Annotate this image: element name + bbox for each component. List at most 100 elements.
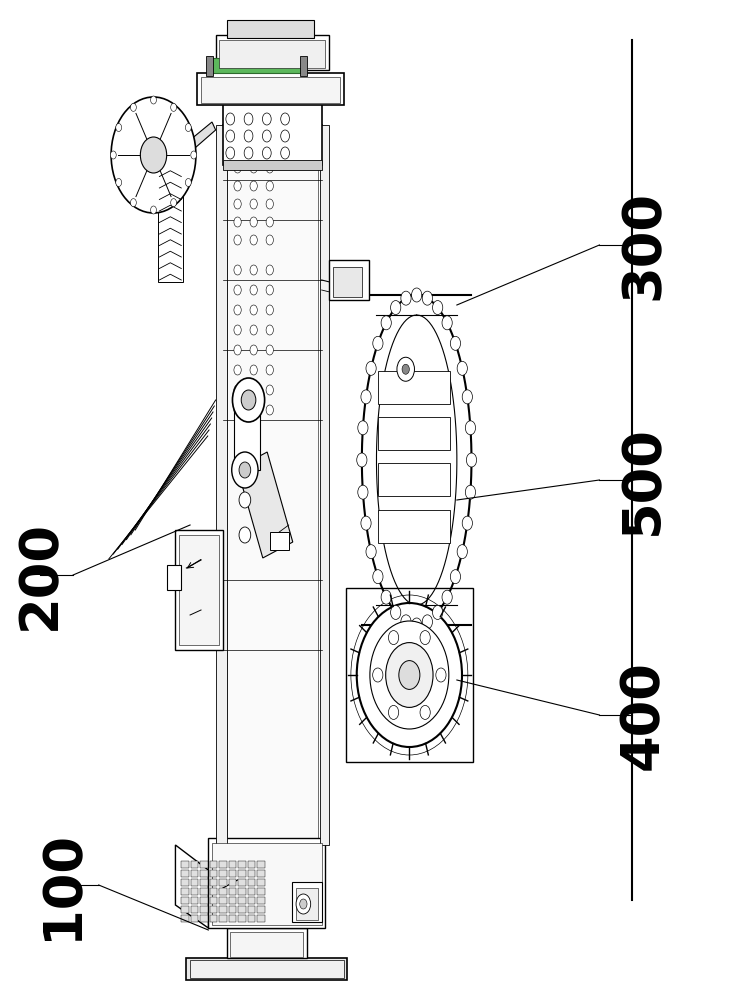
- Circle shape: [423, 291, 433, 305]
- Bar: [248, 879, 255, 886]
- Circle shape: [232, 378, 265, 422]
- Polygon shape: [175, 845, 208, 928]
- Bar: [223, 75, 322, 165]
- Circle shape: [266, 235, 273, 245]
- Circle shape: [226, 130, 235, 142]
- Bar: [179, 535, 219, 645]
- Bar: [181, 861, 189, 868]
- Circle shape: [300, 899, 307, 909]
- Bar: [234, 398, 260, 470]
- Circle shape: [266, 217, 273, 227]
- Bar: [186, 958, 347, 980]
- Bar: [158, 163, 183, 282]
- Circle shape: [250, 199, 257, 209]
- Circle shape: [234, 405, 241, 415]
- Circle shape: [457, 545, 467, 559]
- Bar: [210, 897, 217, 904]
- Circle shape: [402, 364, 409, 374]
- Bar: [248, 915, 255, 922]
- Circle shape: [234, 305, 241, 315]
- Bar: [181, 897, 189, 904]
- Bar: [200, 915, 208, 922]
- Bar: [216, 35, 329, 70]
- Bar: [229, 897, 236, 904]
- Bar: [238, 861, 246, 868]
- Bar: [248, 861, 255, 868]
- Circle shape: [433, 605, 443, 619]
- Circle shape: [226, 113, 235, 125]
- Bar: [181, 906, 189, 913]
- Bar: [191, 879, 198, 886]
- Circle shape: [397, 357, 414, 381]
- Circle shape: [250, 385, 257, 395]
- Circle shape: [234, 235, 241, 245]
- Circle shape: [466, 421, 476, 435]
- Bar: [296, 888, 318, 920]
- Bar: [200, 897, 208, 904]
- Circle shape: [266, 345, 273, 355]
- Circle shape: [281, 113, 289, 125]
- Circle shape: [357, 421, 368, 435]
- Circle shape: [457, 361, 467, 375]
- Circle shape: [381, 316, 391, 330]
- Bar: [238, 888, 246, 895]
- Circle shape: [401, 291, 411, 305]
- Bar: [238, 897, 246, 904]
- Circle shape: [266, 265, 273, 275]
- Text: 300: 300: [617, 190, 670, 300]
- Bar: [257, 870, 265, 877]
- Bar: [191, 906, 198, 913]
- Bar: [181, 888, 189, 895]
- Circle shape: [462, 390, 472, 404]
- Bar: [320, 125, 329, 845]
- Bar: [229, 861, 236, 868]
- Bar: [201, 77, 340, 103]
- Bar: [257, 915, 265, 922]
- Bar: [212, 843, 322, 925]
- Circle shape: [266, 163, 273, 173]
- Bar: [229, 870, 236, 877]
- Circle shape: [266, 325, 273, 335]
- Circle shape: [250, 285, 257, 295]
- Circle shape: [234, 265, 241, 275]
- Circle shape: [357, 603, 462, 747]
- Circle shape: [239, 492, 251, 508]
- Circle shape: [281, 130, 289, 142]
- Polygon shape: [172, 122, 216, 165]
- Circle shape: [423, 615, 433, 629]
- Bar: [200, 879, 208, 886]
- Circle shape: [361, 390, 371, 404]
- Circle shape: [401, 615, 411, 629]
- Bar: [219, 906, 227, 913]
- Circle shape: [388, 631, 398, 645]
- Circle shape: [239, 527, 251, 543]
- Bar: [257, 879, 265, 886]
- Bar: [238, 870, 246, 877]
- Circle shape: [388, 705, 398, 719]
- Circle shape: [250, 235, 257, 245]
- Circle shape: [226, 147, 235, 159]
- Circle shape: [433, 301, 443, 315]
- Bar: [248, 888, 255, 895]
- Bar: [210, 861, 217, 868]
- Bar: [219, 897, 227, 904]
- Bar: [300, 56, 307, 76]
- Circle shape: [266, 385, 273, 395]
- Bar: [200, 870, 208, 877]
- Bar: [190, 960, 344, 978]
- Circle shape: [466, 453, 477, 467]
- Circle shape: [366, 361, 376, 375]
- Circle shape: [296, 894, 311, 914]
- Bar: [219, 888, 227, 895]
- Bar: [227, 128, 318, 842]
- Bar: [292, 882, 322, 922]
- Circle shape: [130, 103, 136, 111]
- Circle shape: [170, 199, 177, 207]
- Bar: [210, 888, 217, 895]
- Circle shape: [140, 137, 167, 173]
- Bar: [238, 879, 246, 886]
- Circle shape: [244, 130, 253, 142]
- Circle shape: [151, 96, 156, 104]
- Bar: [181, 879, 189, 886]
- Bar: [191, 861, 198, 868]
